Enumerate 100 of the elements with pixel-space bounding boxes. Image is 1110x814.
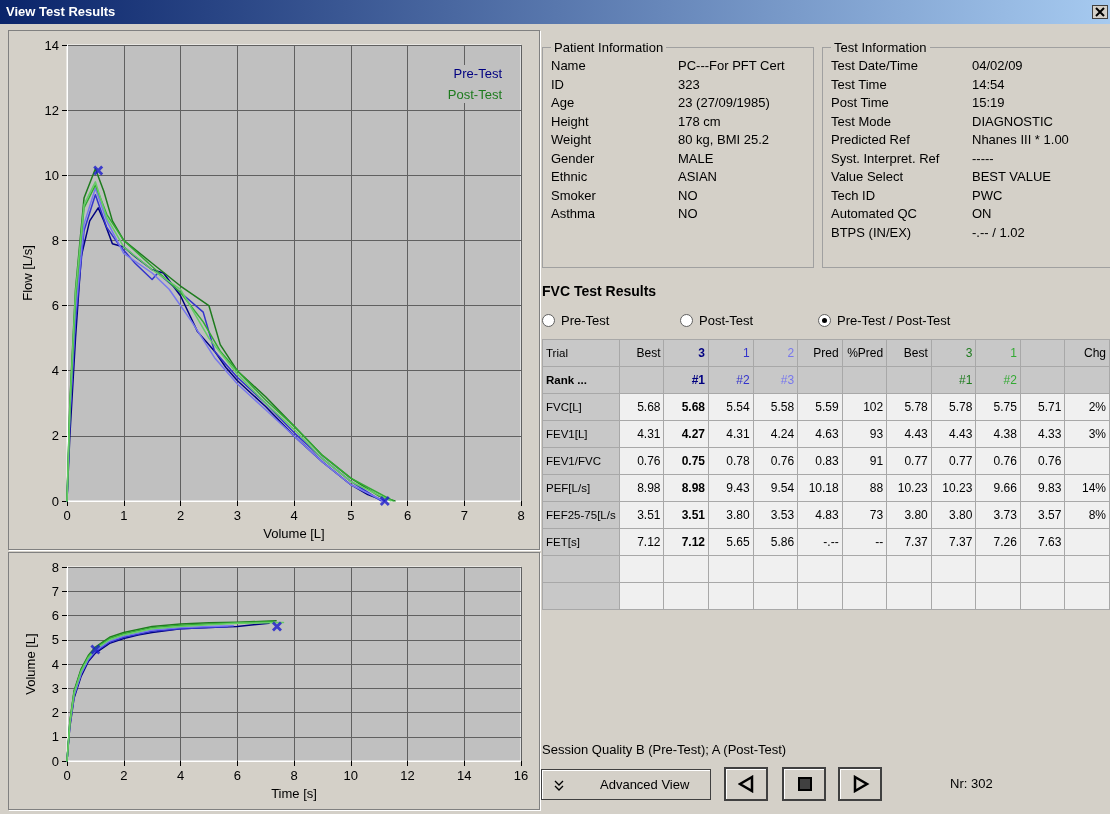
text: ON xyxy=(972,205,992,223)
text: 0.83 xyxy=(797,447,843,475)
text: 73 xyxy=(842,501,887,529)
text: #2 xyxy=(975,366,1021,394)
text: Patient Information xyxy=(553,40,665,55)
text: FVC[L] xyxy=(542,393,620,421)
text: 10.23 xyxy=(931,474,976,502)
y-axis-title: Volume [L] xyxy=(23,633,38,695)
text: Asthma xyxy=(551,205,597,223)
text: Post-Test xyxy=(699,313,754,328)
y-tick-label: 5 xyxy=(51,632,59,648)
text: FVC Test Results xyxy=(542,283,657,299)
text: PC---For PFT Cert xyxy=(678,57,785,75)
text: 7.26 xyxy=(975,528,1021,556)
text: Best xyxy=(619,339,664,367)
y-tick-label: 0 xyxy=(51,493,59,509)
text: 5.68 xyxy=(619,393,664,421)
text: #3 xyxy=(753,366,798,394)
text: 8% xyxy=(1064,501,1110,529)
text: 3.80 xyxy=(931,501,976,529)
text: 3.80 xyxy=(708,501,754,529)
x-tick-label: 0 xyxy=(63,768,71,783)
text: 7.12 xyxy=(619,528,664,556)
text: 0.76 xyxy=(753,447,798,475)
x-axis-title: Volume [L] xyxy=(263,525,325,541)
text: 3% xyxy=(1064,420,1110,448)
text: Post-Test xyxy=(447,87,503,102)
y-tick-label: 4 xyxy=(51,363,59,379)
text: 0.76 xyxy=(619,447,664,475)
text: FEV1/FVC xyxy=(542,447,620,475)
text: -.-- xyxy=(797,528,843,556)
text: 88 xyxy=(842,474,887,502)
y-tick-label: 7 xyxy=(51,583,59,599)
text: DIAGNOSTIC xyxy=(972,112,1053,131)
text: Automated QC xyxy=(831,205,918,223)
text: Pre-Test xyxy=(561,313,610,328)
text: 93 xyxy=(842,420,887,448)
text: 0.77 xyxy=(886,447,932,475)
text: 7.63 xyxy=(1020,528,1065,556)
text: FEV1[L] xyxy=(542,420,620,448)
text: BTPS (IN/EX) xyxy=(831,223,913,242)
y-tick-label: 12 xyxy=(44,102,59,118)
y-tick-label: 2 xyxy=(51,705,59,720)
text: Height xyxy=(551,112,590,131)
x-tick-label: 1 xyxy=(120,508,128,523)
text: 8.98 xyxy=(663,474,709,502)
text: Post Time xyxy=(831,94,890,112)
text: View Test Results xyxy=(5,4,116,19)
text: Trial xyxy=(542,339,620,367)
text: 4.31 xyxy=(708,420,754,448)
text: Pred xyxy=(797,339,843,367)
y-tick-label: 8 xyxy=(51,559,59,575)
y-axis-title: Flow [L/s] xyxy=(19,245,35,301)
x-tick-label: 10 xyxy=(343,768,358,783)
text: 7.37 xyxy=(931,528,976,556)
text: 7.37 xyxy=(886,528,932,556)
text: NO xyxy=(678,205,698,223)
text: 3.51 xyxy=(663,501,709,529)
text: Chg xyxy=(1064,339,1110,367)
text: FET[s] xyxy=(542,528,620,556)
x-tick-label: 3 xyxy=(233,508,241,523)
y-tick-label: 14 xyxy=(44,37,59,53)
y-tick-label: 4 xyxy=(51,656,59,672)
text: 5.65 xyxy=(708,528,754,556)
y-tick-label: 6 xyxy=(51,298,59,314)
x-tick-label: 6 xyxy=(403,508,412,523)
text: Pre-Test / Post-Test xyxy=(837,313,951,328)
x-tick-label: 4 xyxy=(290,508,298,523)
text: 4.63 xyxy=(797,420,843,448)
text: 3 xyxy=(931,339,976,367)
text: 3.73 xyxy=(975,501,1021,529)
x-tick-label: 0 xyxy=(63,508,71,523)
x-tick-label: 6 xyxy=(233,768,241,783)
text: Test Date/Time xyxy=(831,57,919,75)
y-tick-label: 1 xyxy=(51,729,59,745)
text: NO xyxy=(678,186,698,205)
text: 04/02/09 xyxy=(972,57,1023,75)
text: Weight xyxy=(551,131,593,149)
text: 15:19 xyxy=(972,94,1005,112)
text: 3.51 xyxy=(619,501,664,529)
text: BEST VALUE xyxy=(972,168,1051,186)
text: -- xyxy=(842,528,887,556)
text: 0.75 xyxy=(663,447,709,475)
text: Test Information xyxy=(833,40,928,55)
text: 4.38 xyxy=(975,420,1021,448)
x-tick-label: 7 xyxy=(460,508,468,523)
text: 10.23 xyxy=(886,474,932,502)
text: 5.78 xyxy=(931,393,976,421)
text: ASIAN xyxy=(678,168,718,186)
text: Value Select xyxy=(831,168,905,186)
x-tick-label: 4 xyxy=(176,768,185,783)
text: 9.83 xyxy=(1020,474,1065,502)
text: ----- xyxy=(972,149,994,168)
x-tick-label: 5 xyxy=(347,508,355,523)
text: 0.76 xyxy=(975,447,1021,475)
text: 3.57 xyxy=(1020,501,1065,529)
text: ID xyxy=(551,75,565,94)
text: 2 xyxy=(753,339,798,367)
text: FEF25-75[L/s xyxy=(542,501,620,529)
text: 5.78 xyxy=(886,393,932,421)
